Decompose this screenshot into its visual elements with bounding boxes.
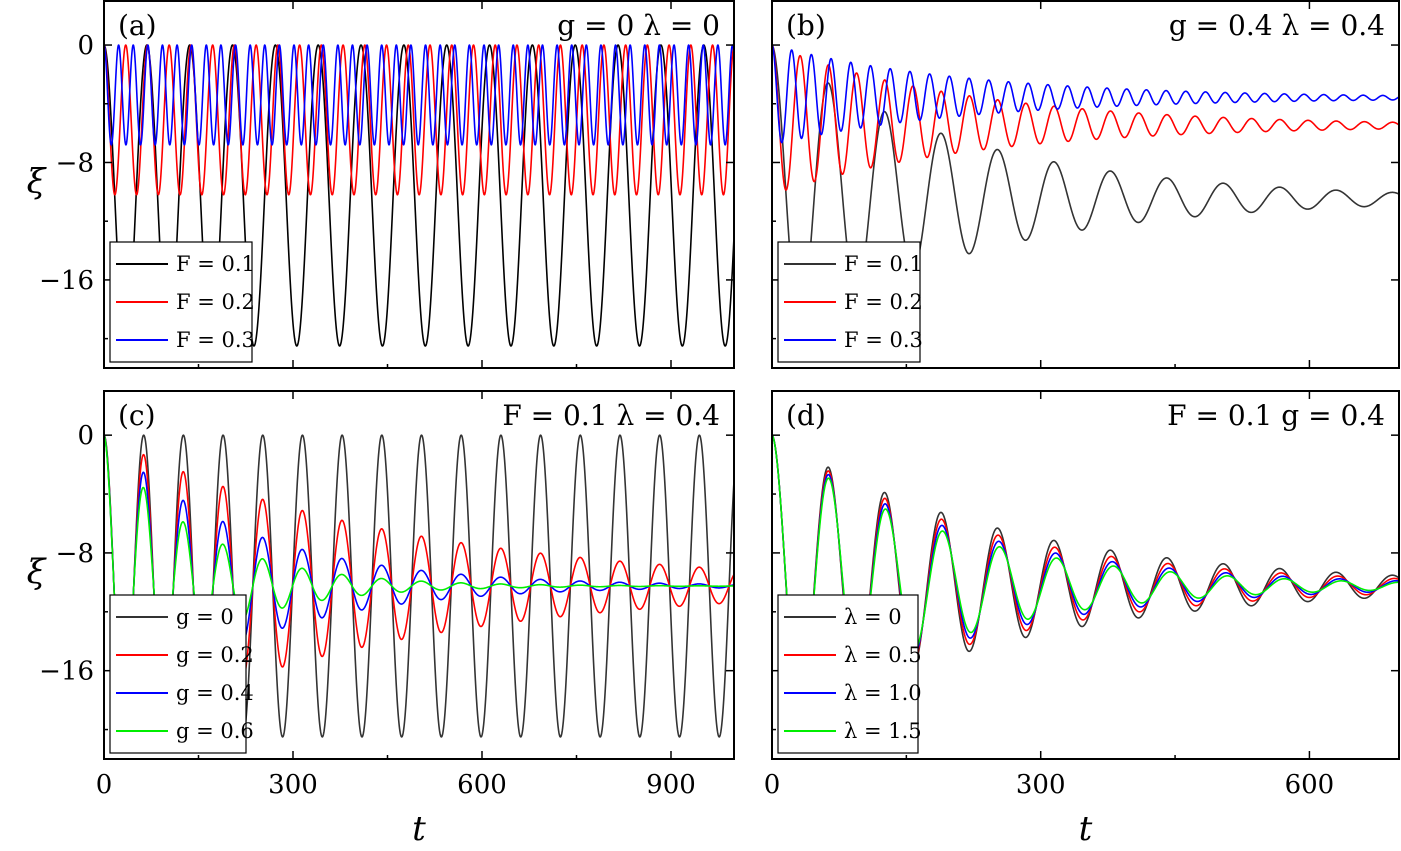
x-tick-label: 0 — [96, 770, 113, 800]
legend-entry: F = 0.1 — [844, 252, 923, 276]
y-tick-label: −16 — [39, 266, 94, 296]
legend-entry: F = 0.3 — [844, 328, 923, 352]
legend: F = 0.1 F = 0.2 F = 0.3 — [777, 241, 923, 363]
y-tick-label: 0 — [77, 31, 94, 61]
panel-params: g = 0 λ = 0 — [557, 9, 720, 42]
x-axis-label: t — [1079, 809, 1093, 849]
legend-entry: F = 0.3 — [176, 328, 255, 352]
legend-entry: g = 0.4 — [176, 681, 254, 705]
x-axis-label: t — [412, 809, 426, 849]
x-tick-label: 600 — [1285, 770, 1335, 800]
legend-entry: λ = 1.5 — [844, 719, 922, 743]
series-line-3 — [104, 44, 734, 146]
x-tick-label: 900 — [646, 770, 696, 800]
legend-entry: λ = 1.0 — [844, 681, 922, 705]
series-group — [772, 434, 1399, 721]
panel-label: (d) — [786, 399, 826, 432]
y-tick-label: −8 — [56, 539, 94, 569]
panel-b: (b) g = 0.4 λ = 0.4 F = 0.1 F = 0.2 F = 0.3 — [771, 0, 1400, 369]
legend-entry: g = 0 — [176, 605, 234, 629]
legend-entry: F = 0.2 — [176, 290, 255, 314]
panel-params: F = 0.1 λ = 0.4 — [502, 399, 720, 432]
x-tick-label: 300 — [268, 770, 318, 800]
plot-frame — [103, 0, 735, 369]
legend-entry: F = 0.1 — [176, 252, 255, 276]
plot-frame — [771, 0, 1400, 369]
legend-entry: F = 0.2 — [844, 290, 923, 314]
y-tick-label: 0 — [77, 421, 94, 451]
panel-params: F = 0.1 g = 0.4 — [1167, 399, 1385, 432]
legend-entry: λ = 0 — [844, 605, 902, 629]
legend: λ = 0 λ = 0.5 λ = 1.0 λ = 1.5 — [777, 594, 922, 754]
panel-label: (a) — [118, 9, 157, 42]
legend-box — [109, 594, 247, 754]
y-axis-label: ξ — [27, 552, 48, 592]
x-tick-label: 0 — [764, 770, 781, 800]
legend-entry: g = 0.2 — [176, 643, 254, 667]
y-axis-label: ξ — [27, 162, 48, 202]
panel-label: (b) — [786, 9, 826, 42]
y-tick-label: −8 — [56, 148, 94, 178]
series-line-3 — [772, 44, 1399, 144]
legend: F = 0.1 F = 0.2 F = 0.3 — [109, 241, 255, 363]
series-group — [772, 44, 1399, 328]
panel-a: 0−8−16ξ(a) g = 0 λ = 0F = 0.1F = 0.2F = 0… — [27, 0, 735, 369]
legend-box — [777, 594, 919, 754]
legend-entry: g = 0.6 — [176, 719, 254, 743]
legend-entry: λ = 0.5 — [844, 643, 922, 667]
series-line-4 — [772, 434, 1399, 715]
plot-frame — [771, 390, 1400, 760]
series-line-2 — [772, 44, 1399, 191]
x-tick-label: 300 — [1016, 770, 1066, 800]
series-line-1 — [772, 44, 1399, 328]
plot-frame — [103, 390, 735, 760]
panel-params: g = 0.4 λ = 0.4 — [1169, 9, 1385, 42]
y-tick-label: −16 — [39, 657, 94, 687]
panel-label: (c) — [118, 399, 156, 432]
x-tick-label: 600 — [457, 770, 507, 800]
legend: g = 0 g = 0.2 g = 0.4 g = 0.6 — [109, 594, 254, 754]
panel-c: 0 300 600 900 0 −8 −16 t ξ (c) F = 0.1 λ = 0.4 g = … — [27, 390, 735, 849]
